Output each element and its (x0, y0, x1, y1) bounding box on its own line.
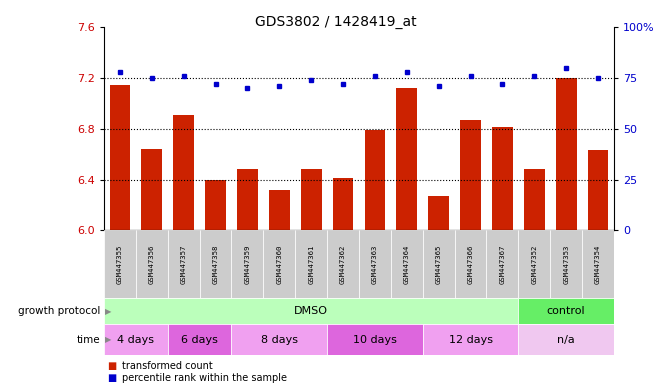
Text: DMSO: DMSO (294, 306, 328, 316)
Bar (518, 324, 614, 355)
Text: percentile rank within the sample: percentile rank within the sample (122, 373, 287, 383)
Text: GSM447355: GSM447355 (117, 244, 123, 284)
Text: GSM447365: GSM447365 (435, 244, 442, 284)
Bar (364, 130, 385, 230)
Bar (582, 230, 614, 298)
Text: GDS3802 / 1428419_at: GDS3802 / 1428419_at (255, 15, 416, 29)
Text: n/a: n/a (558, 335, 575, 345)
Bar (460, 120, 481, 230)
Bar (168, 324, 231, 355)
Text: GSM447356: GSM447356 (149, 244, 155, 284)
Text: GSM447362: GSM447362 (340, 244, 346, 284)
Text: GSM447352: GSM447352 (531, 244, 537, 284)
Bar (492, 127, 513, 230)
Bar (333, 178, 354, 230)
Bar (301, 169, 321, 230)
Bar (263, 230, 295, 298)
Text: 4 days: 4 days (117, 335, 154, 345)
Text: 8 days: 8 days (261, 335, 298, 345)
Bar (104, 298, 519, 324)
Bar (104, 230, 136, 298)
Bar (109, 85, 130, 230)
Text: control: control (547, 306, 586, 316)
Bar (428, 196, 449, 230)
Text: 6 days: 6 days (181, 335, 218, 345)
Bar (359, 230, 391, 298)
Text: GSM447354: GSM447354 (595, 244, 601, 284)
Bar (142, 149, 162, 230)
Bar (200, 230, 231, 298)
Bar (518, 298, 614, 324)
Bar (231, 230, 263, 298)
Bar (550, 230, 582, 298)
Bar (205, 180, 226, 230)
Bar (104, 324, 168, 355)
Text: ■: ■ (107, 361, 117, 371)
Bar (518, 230, 550, 298)
Text: GSM447358: GSM447358 (213, 244, 219, 284)
Text: GSM447361: GSM447361 (308, 244, 314, 284)
Bar (397, 88, 417, 230)
Text: growth protocol: growth protocol (18, 306, 101, 316)
Bar (295, 230, 327, 298)
Text: GSM447367: GSM447367 (499, 244, 505, 284)
Bar (486, 230, 519, 298)
Bar (423, 324, 519, 355)
Text: GSM447359: GSM447359 (244, 244, 250, 284)
Text: GSM447364: GSM447364 (404, 244, 410, 284)
Text: GSM447360: GSM447360 (276, 244, 282, 284)
Text: GSM447363: GSM447363 (372, 244, 378, 284)
Text: transformed count: transformed count (122, 361, 213, 371)
Text: 12 days: 12 days (448, 335, 493, 345)
Bar (269, 190, 290, 230)
Text: ▶: ▶ (105, 335, 112, 344)
Text: ■: ■ (107, 373, 117, 383)
Bar (423, 230, 455, 298)
Bar (327, 324, 423, 355)
Bar (455, 230, 486, 298)
Text: GSM447366: GSM447366 (468, 244, 474, 284)
Bar (136, 230, 168, 298)
Bar (588, 150, 609, 230)
Bar (173, 115, 194, 230)
Bar (327, 230, 359, 298)
Bar (556, 78, 576, 230)
Text: ▶: ▶ (105, 306, 112, 316)
Bar (524, 169, 545, 230)
Text: time: time (77, 335, 101, 345)
Text: 10 days: 10 days (353, 335, 397, 345)
Bar (168, 230, 200, 298)
Text: GSM447353: GSM447353 (563, 244, 569, 284)
Bar (231, 324, 327, 355)
Bar (391, 230, 423, 298)
Bar (237, 169, 258, 230)
Text: GSM447357: GSM447357 (180, 244, 187, 284)
